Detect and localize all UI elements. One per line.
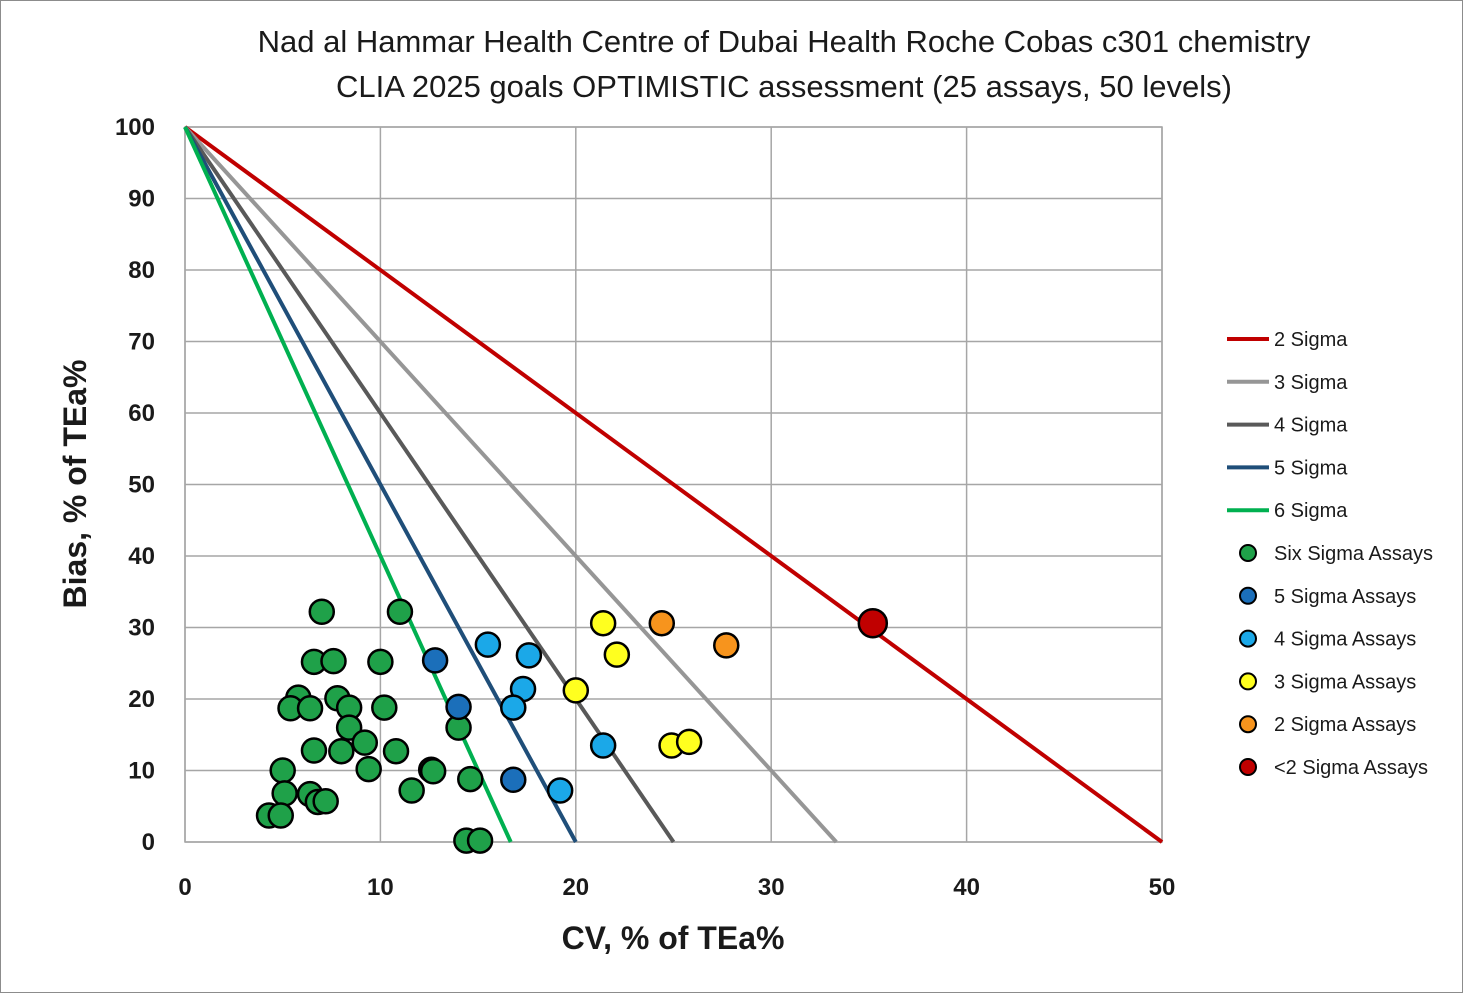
x-tick-label: 0 <box>178 874 191 901</box>
scatter-point-series-1 <box>296 695 324 722</box>
scatter-point-series-1 <box>312 787 339 815</box>
y-tick-label: 0 <box>142 829 155 856</box>
legend: 2 Sigma 3 Sigma 4 Sigma 5 Sigma 6 Sigma Six S… <box>1227 329 1433 779</box>
legend-marker-swatch <box>1239 629 1257 648</box>
y-tick-label: 90 <box>128 186 155 213</box>
scatter-point-series-3 <box>515 642 543 669</box>
scatter-point-series-2 <box>500 766 527 794</box>
scatter-point-series-2 <box>445 693 472 721</box>
x-tick-label: 30 <box>758 874 785 901</box>
y-axis-label: Bias, % of TEa% <box>57 360 93 609</box>
scatter-point-series-1 <box>371 694 398 721</box>
scatter-point-series-1 <box>355 755 382 783</box>
legend-entry-label: 6 Sigma <box>1274 500 1348 522</box>
legend-entry-label: Six Sigma Assays <box>1274 543 1433 565</box>
scatter-point-series-4 <box>675 728 703 756</box>
scatter-point-series-1 <box>457 765 484 793</box>
legend-entry-label: 2 Sigma <box>1274 329 1348 351</box>
y-tick-label: 20 <box>128 686 155 713</box>
chart-title: Nad al Hammar Health Centre of Dubai Hea… <box>258 24 1311 104</box>
legend-marker-swatch <box>1239 586 1257 605</box>
legend-marker-swatch <box>1239 758 1257 776</box>
scatter-point-series-4 <box>589 609 617 637</box>
sigma-line-1 <box>183 125 1164 844</box>
scatter-point-series-3 <box>474 631 502 658</box>
legend-entry-label: 3 Sigma <box>1274 372 1348 394</box>
scatter-point-series-6 <box>857 607 889 639</box>
scatter-point-series-3 <box>589 732 617 759</box>
scatter-point-series-1 <box>269 757 296 784</box>
scatter-point-series-1 <box>328 737 355 765</box>
scatter-point-series-2 <box>421 647 449 674</box>
scatter-point-series-1 <box>271 780 298 807</box>
x-axis-ticks: 0 10 20 30 40 50 <box>178 874 1175 901</box>
sigma-line-2 <box>183 125 838 844</box>
y-tick-label: 100 <box>115 114 155 141</box>
scatter-point-series-1 <box>382 737 410 765</box>
scatter-point-series-3 <box>546 777 574 804</box>
x-tick-label: 10 <box>367 874 394 901</box>
x-axis-label: CV, % of TEa% <box>562 920 785 956</box>
scatter-point-series-1 <box>398 777 425 804</box>
legend-entry-label: 4 Sigma <box>1274 415 1348 437</box>
scatter-point-series-1 <box>308 598 336 626</box>
x-tick-label: 20 <box>562 874 589 901</box>
x-tick-label: 50 <box>1149 874 1176 901</box>
x-tick-label: 40 <box>953 874 980 901</box>
legend-entry-label: <2 Sigma Assays <box>1274 757 1428 779</box>
y-tick-label: 50 <box>128 472 155 499</box>
y-tick-label: 60 <box>128 400 155 427</box>
scatter-point-series-1 <box>367 648 394 676</box>
scatter-point-series-4 <box>562 677 590 704</box>
scatter-point-series-1 <box>466 827 494 854</box>
y-tick-label: 70 <box>128 329 155 356</box>
scatter-point-series-1 <box>320 647 347 675</box>
legend-entry-label: 5 Sigma Assays <box>1274 586 1416 608</box>
scatter-point-series-1 <box>300 737 328 764</box>
scatter-point-series-3 <box>500 694 527 721</box>
legend-entry-label: 5 Sigma <box>1274 457 1348 479</box>
legend-marker-swatch <box>1239 715 1257 734</box>
y-tick-label: 80 <box>128 257 155 284</box>
scatter-point-series-5 <box>648 609 676 637</box>
legend-entry-label: 3 Sigma Assays <box>1274 671 1416 693</box>
sigma-line-3 <box>183 125 676 844</box>
y-axis-ticks: 0 10 20 30 40 50 60 70 80 90 100 <box>115 114 155 856</box>
y-tick-label: 40 <box>128 543 155 570</box>
scatter-point-series-1 <box>267 802 294 829</box>
legend-marker-swatch <box>1239 544 1257 562</box>
scatter-point-series-4 <box>603 641 631 668</box>
chart-title-line-1: Nad al Hammar Health Centre of Dubai Hea… <box>258 24 1311 59</box>
scatter-point-series-1 <box>419 757 447 785</box>
data-points <box>255 598 889 854</box>
scatter-point-series-5 <box>713 632 740 659</box>
y-tick-label: 30 <box>128 615 155 642</box>
y-tick-label: 10 <box>128 758 155 785</box>
legend-entry-label: 4 Sigma Assays <box>1274 629 1416 651</box>
scatter-point-series-1 <box>386 598 414 626</box>
legend-marker-swatch <box>1239 672 1257 691</box>
legend-entry-label: 2 Sigma Assays <box>1274 714 1416 736</box>
sigma-line-4 <box>183 126 578 843</box>
scatter-point-series-1 <box>351 729 379 756</box>
chart-title-line-2: CLIA 2025 goals OPTIMISTIC assessment (2… <box>336 69 1232 104</box>
